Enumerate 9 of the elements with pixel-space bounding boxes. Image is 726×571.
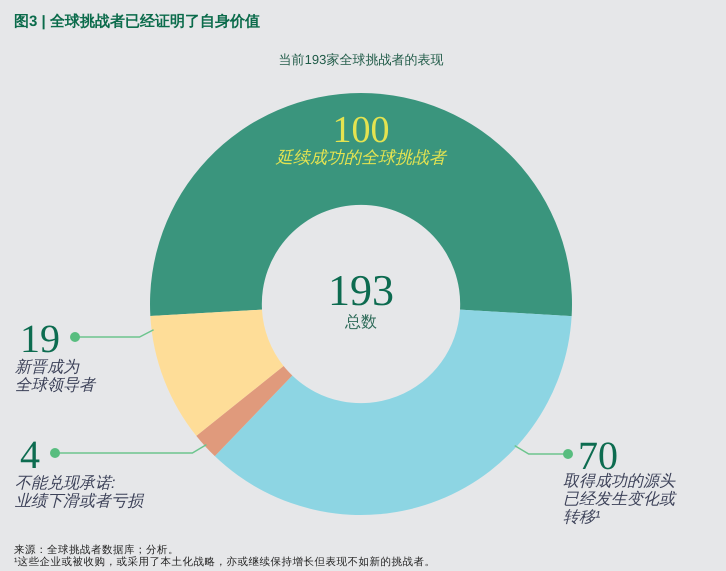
slice-label: 不能兑现承诺:业绩下滑或者亏损 — [15, 474, 145, 510]
slice-label: 延续成功的全球挑战者 — [275, 148, 448, 167]
text: 193 — [328, 266, 394, 315]
chart-title: 图3 | 全球挑战者已经证明了自身价值 — [14, 13, 260, 30]
chart-subtitle: 当前193家全球挑战者的表现 — [278, 52, 444, 67]
slice-label: 新晋成为全球领导者 — [15, 358, 97, 394]
source-note: 来源：全球挑战者数据库；分析。 — [14, 543, 179, 556]
text: ¹这些企业或被收购，或采用了本土化战略，亦或继续保持增长但表现不如新的挑战者。 — [14, 555, 436, 568]
text: 总数 — [344, 313, 377, 331]
